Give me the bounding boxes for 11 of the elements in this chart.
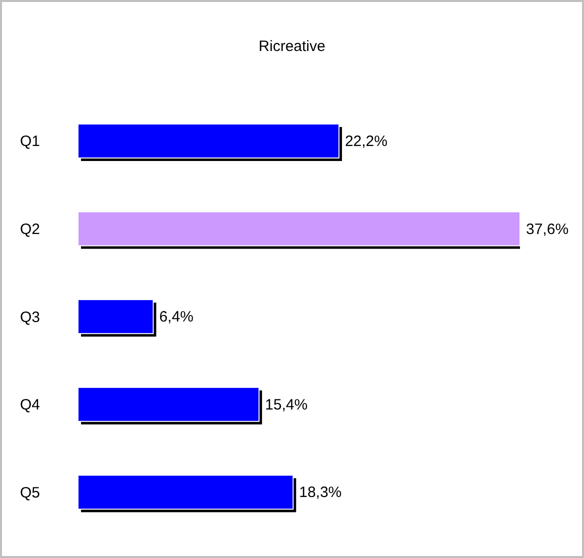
data-label: 15,4% [265,396,308,414]
y-tick-label: Q3 [20,308,40,326]
y-tick-label: Q2 [20,221,40,238]
data-label: 37,6% [526,220,569,238]
y-tick-label: Q5 [20,484,40,502]
data-label: 6,4% [159,308,194,326]
data-label: 18,3% [299,484,342,502]
chart-title: Ricreative [258,38,326,55]
y-tick-label: Q4 [20,396,40,414]
y-tick-label: Q1 [20,133,40,150]
data-label: 22,2% [344,133,388,150]
